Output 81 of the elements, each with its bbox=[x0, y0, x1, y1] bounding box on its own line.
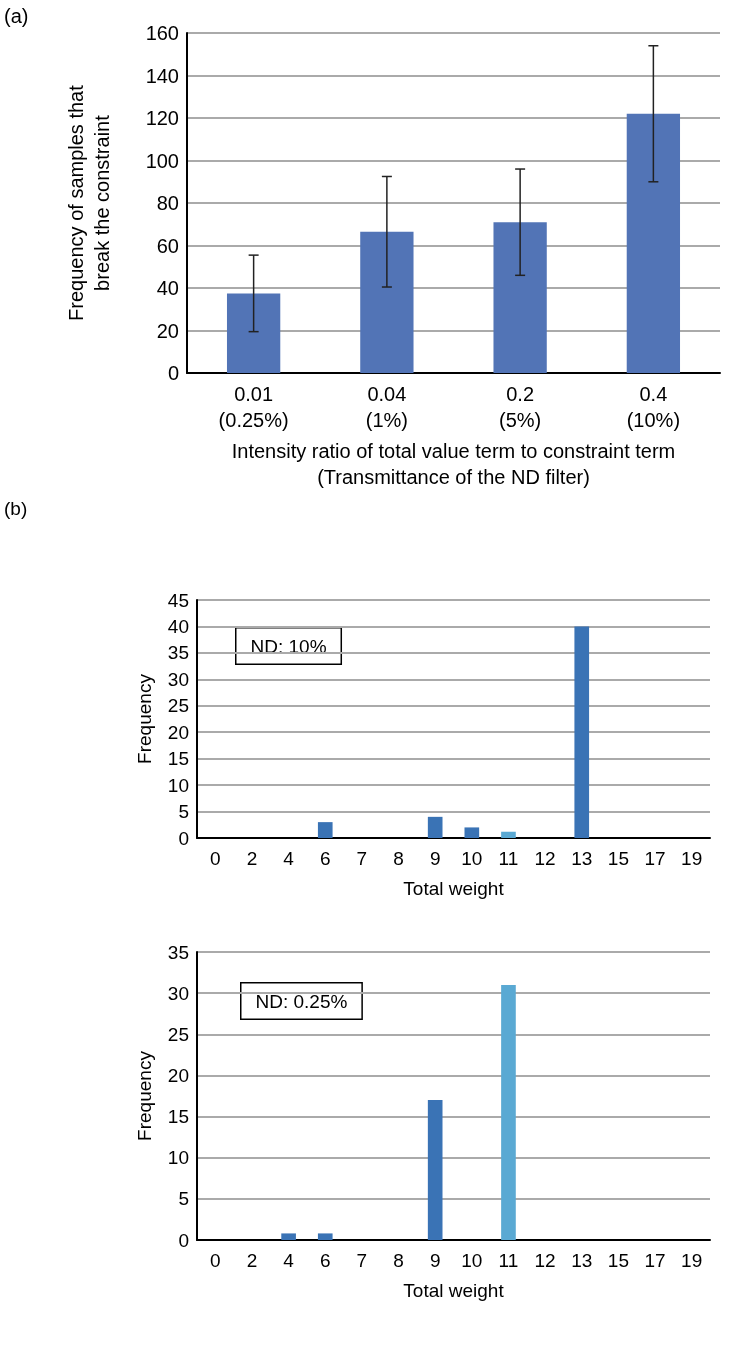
x-tick-label: 10 bbox=[461, 1250, 483, 1271]
annotation: ND: 0.25% bbox=[255, 990, 348, 1012]
x-axis-title: Intensity ratio of total value term to constraint term (Transmittance of the ND filter) bbox=[231, 440, 676, 488]
bar bbox=[317, 1233, 333, 1240]
y-tick-label: 140 bbox=[145, 64, 179, 87]
x-tick-label: 8 bbox=[393, 1250, 404, 1271]
y-tick-label: 0 bbox=[178, 1229, 189, 1251]
y-tick-label: 80 bbox=[156, 192, 179, 215]
y-tick-label: 5 bbox=[178, 801, 189, 823]
bar bbox=[574, 626, 590, 838]
x-tick-label: 0 bbox=[210, 848, 221, 869]
x-tick-label: 0.04 (1%) bbox=[365, 383, 408, 432]
x-tick-label: 19 bbox=[681, 1250, 703, 1271]
y-tick-label: 5 bbox=[178, 1188, 189, 1210]
bar bbox=[317, 822, 333, 838]
text: (b) bbox=[4, 498, 28, 519]
x-tick-label: 6 bbox=[319, 848, 331, 869]
bar bbox=[493, 222, 547, 374]
x-tick-label: 0.2 (5%) bbox=[499, 383, 542, 432]
x-tick-label: 17 bbox=[644, 848, 666, 869]
bar bbox=[427, 1100, 443, 1240]
x-tick-label: 9 bbox=[429, 848, 441, 869]
y-tick-label: 20 bbox=[167, 721, 189, 743]
y-tick-label: 0 bbox=[178, 827, 189, 849]
x-tick-label: 0.01 (0.25%) bbox=[218, 383, 289, 432]
text: (a) bbox=[4, 5, 29, 27]
x-tick-label: 10 bbox=[461, 848, 483, 869]
y-tick-label: 0 bbox=[167, 362, 179, 385]
x-tick-label: 11 bbox=[498, 848, 519, 869]
x-tick-label: 13 bbox=[571, 1250, 593, 1271]
bar bbox=[501, 831, 516, 838]
x-tick-label: 15 bbox=[607, 848, 629, 869]
x-tick-label: 2 bbox=[246, 1250, 258, 1271]
bar bbox=[281, 1233, 296, 1240]
x-tick-label: 2 bbox=[246, 848, 258, 869]
bar bbox=[501, 984, 516, 1240]
y-tick-label: 15 bbox=[167, 748, 189, 770]
x-tick-label: 12 bbox=[534, 1250, 556, 1271]
y-tick-label: 160 bbox=[145, 22, 179, 44]
x-axis-title: Total weight bbox=[403, 877, 505, 899]
y-tick-label: 30 bbox=[167, 982, 189, 1004]
y-tick-label: 60 bbox=[156, 234, 179, 257]
bar bbox=[464, 827, 480, 838]
y-tick-label: 25 bbox=[167, 1023, 189, 1045]
y-tick-label: 25 bbox=[167, 695, 189, 717]
x-tick-label: 12 bbox=[534, 848, 556, 869]
y-tick-label: 10 bbox=[167, 1147, 189, 1169]
y-tick-label: 20 bbox=[156, 319, 179, 342]
y-axis-title: Frequency of samples that break the constraint bbox=[65, 84, 113, 321]
y-tick-label: 100 bbox=[145, 149, 179, 172]
bar bbox=[626, 113, 681, 374]
y-axis-title: Frequency bbox=[133, 673, 155, 764]
x-axis-title: Total weight bbox=[403, 1279, 505, 1301]
y-tick-label: 20 bbox=[167, 1064, 189, 1086]
x-tick-label: 8 bbox=[393, 848, 404, 869]
y-tick-label: 45 bbox=[167, 589, 189, 611]
x-tick-label: 7 bbox=[356, 1250, 368, 1271]
y-tick-label: 40 bbox=[156, 277, 179, 300]
x-tick-label: 0.4 (10%) bbox=[626, 383, 681, 432]
x-tick-label: 11 bbox=[498, 1250, 519, 1271]
x-tick-label: 13 bbox=[571, 848, 593, 869]
x-tick-label: 9 bbox=[429, 1250, 441, 1271]
x-tick-label: 0 bbox=[210, 1250, 221, 1271]
bar bbox=[360, 231, 414, 374]
y-tick-label: 120 bbox=[145, 107, 179, 130]
y-tick-label: 10 bbox=[167, 774, 189, 796]
y-tick-label: 35 bbox=[167, 642, 189, 664]
y-tick-label: 30 bbox=[167, 668, 189, 690]
y-axis-title: Frequency bbox=[133, 1050, 155, 1141]
y-tick-label: 15 bbox=[167, 1106, 189, 1128]
x-tick-label: 4 bbox=[283, 848, 295, 869]
bar bbox=[427, 816, 443, 838]
x-tick-label: 7 bbox=[356, 848, 368, 869]
bar bbox=[226, 293, 281, 374]
x-tick-label: 15 bbox=[607, 1250, 629, 1271]
x-tick-label: 4 bbox=[283, 1250, 295, 1271]
x-tick-label: 17 bbox=[644, 1250, 666, 1271]
y-tick-label: 40 bbox=[167, 615, 189, 637]
x-tick-label: 19 bbox=[681, 848, 703, 869]
x-tick-label: 6 bbox=[319, 1250, 331, 1271]
y-tick-label: 35 bbox=[167, 941, 189, 963]
